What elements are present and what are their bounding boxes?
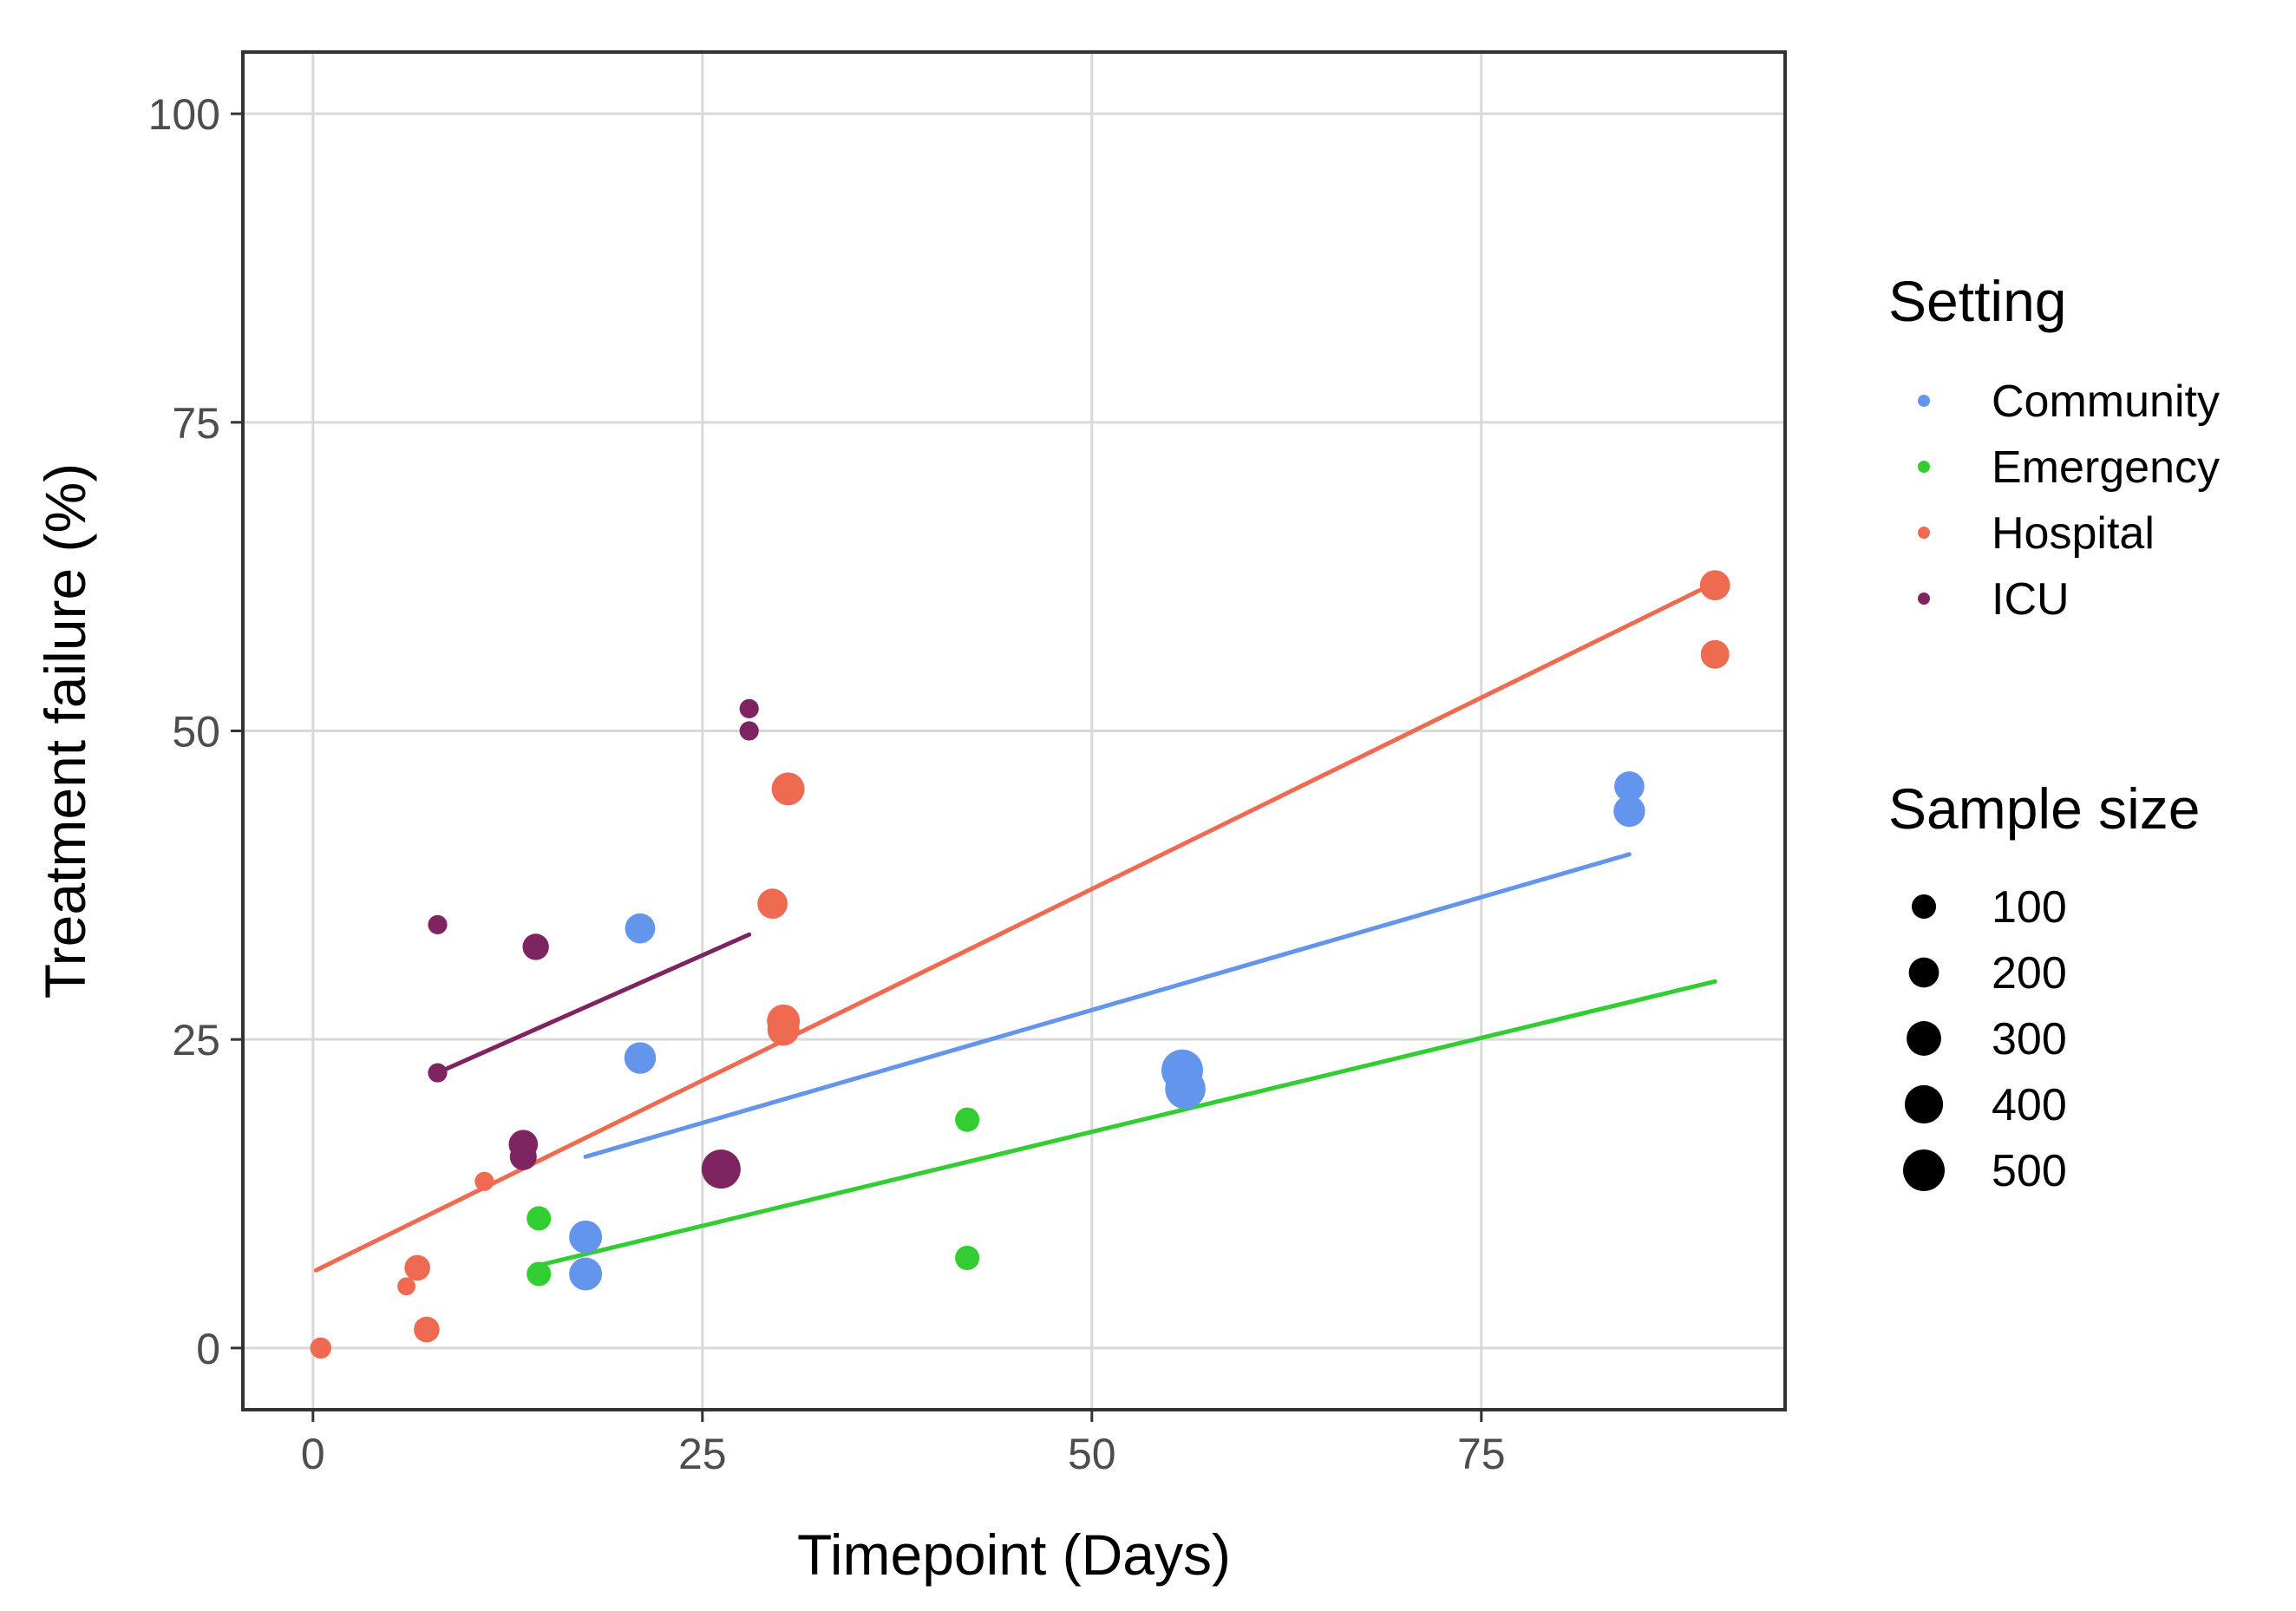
point-icu <box>522 933 549 960</box>
point-icu <box>739 698 759 718</box>
point-community <box>624 1042 657 1074</box>
x-tick-label: 50 <box>1068 1430 1116 1478</box>
y-axis-title: Treatment failure (%) <box>33 463 97 999</box>
size-legend-key <box>1908 957 1939 988</box>
trend-line-community <box>583 852 1632 1159</box>
point-hospital <box>404 1254 430 1281</box>
point-community <box>1614 771 1645 802</box>
point-icu <box>428 914 448 934</box>
y-tick-label: 0 <box>196 1325 220 1373</box>
size-legend-key <box>1904 1084 1944 1124</box>
y-tick-label: 75 <box>172 399 220 448</box>
trend-line-emergency <box>536 979 1717 1268</box>
point-hospital <box>767 1013 800 1046</box>
y-tick-label: 100 <box>148 90 220 139</box>
size-legend-key <box>1903 1149 1945 1191</box>
point-hospital <box>414 1316 440 1343</box>
size-legend-key <box>1911 894 1937 920</box>
point-hospital <box>1700 639 1730 669</box>
x-axis-title: Timepoint (Days) <box>797 1523 1231 1587</box>
point-hospital <box>474 1171 494 1191</box>
sample-size-legend-title: Sample size <box>1888 776 2201 841</box>
grid-lines <box>243 52 1785 1410</box>
point-community <box>625 913 656 944</box>
point-hospital <box>310 1337 332 1359</box>
trend-line-hospital <box>313 580 1717 1273</box>
legend-label-hospital: Hospital <box>1992 508 2155 559</box>
legend-key-hospital <box>1918 527 1930 539</box>
sample-size-legend: Sample size 100 200 300 400 500 <box>1888 776 2201 1196</box>
legend-label-icu: ICU <box>1992 574 2070 625</box>
setting-legend: Setting Community Emergency Hospital ICU <box>1888 269 2220 625</box>
legend-label-community: Community <box>1992 377 2220 427</box>
x-tick-label: 25 <box>678 1430 727 1478</box>
setting-legend-title: Setting <box>1888 269 2066 333</box>
y-tick-label: 50 <box>172 708 220 756</box>
legend-key-community <box>1918 395 1930 407</box>
point-hospital <box>771 772 805 806</box>
legend-label-emergency: Emergency <box>1992 442 2220 493</box>
point-icu <box>701 1149 741 1189</box>
size-legend-label: 200 <box>1992 948 2067 999</box>
x-tick-label: 75 <box>1457 1430 1506 1478</box>
legend-key-emergency <box>1918 461 1930 473</box>
point-hospital <box>1699 570 1730 601</box>
point-emergency <box>527 1261 552 1287</box>
point-emergency <box>527 1206 552 1231</box>
data-points <box>310 570 1730 1359</box>
size-legend-label: 400 <box>1992 1080 2067 1130</box>
point-community <box>1165 1068 1206 1110</box>
point-community <box>569 1257 603 1291</box>
point-icu <box>739 721 759 741</box>
size-legend-label: 300 <box>1992 1014 2067 1064</box>
point-emergency <box>955 1107 980 1132</box>
legend-key-icu <box>1918 593 1930 605</box>
trend-lines <box>313 580 1717 1273</box>
size-legend-label: 500 <box>1992 1146 2067 1196</box>
size-legend-label: 100 <box>1992 882 2067 933</box>
point-icu <box>509 1143 537 1170</box>
point-icu <box>428 1063 448 1083</box>
y-tick-label: 25 <box>172 1016 220 1064</box>
point-hospital <box>757 888 788 920</box>
point-emergency <box>955 1245 980 1271</box>
y-axis-ticks: 0 25 50 75 100 <box>148 90 243 1373</box>
trend-line-icu <box>435 932 752 1076</box>
point-community <box>569 1220 603 1254</box>
x-axis-ticks: 0 25 50 75 <box>301 1410 1506 1478</box>
point-community <box>1613 795 1645 828</box>
x-tick-label: 0 <box>301 1430 325 1478</box>
size-legend-key <box>1907 1021 1941 1056</box>
point-hospital <box>397 1277 415 1296</box>
